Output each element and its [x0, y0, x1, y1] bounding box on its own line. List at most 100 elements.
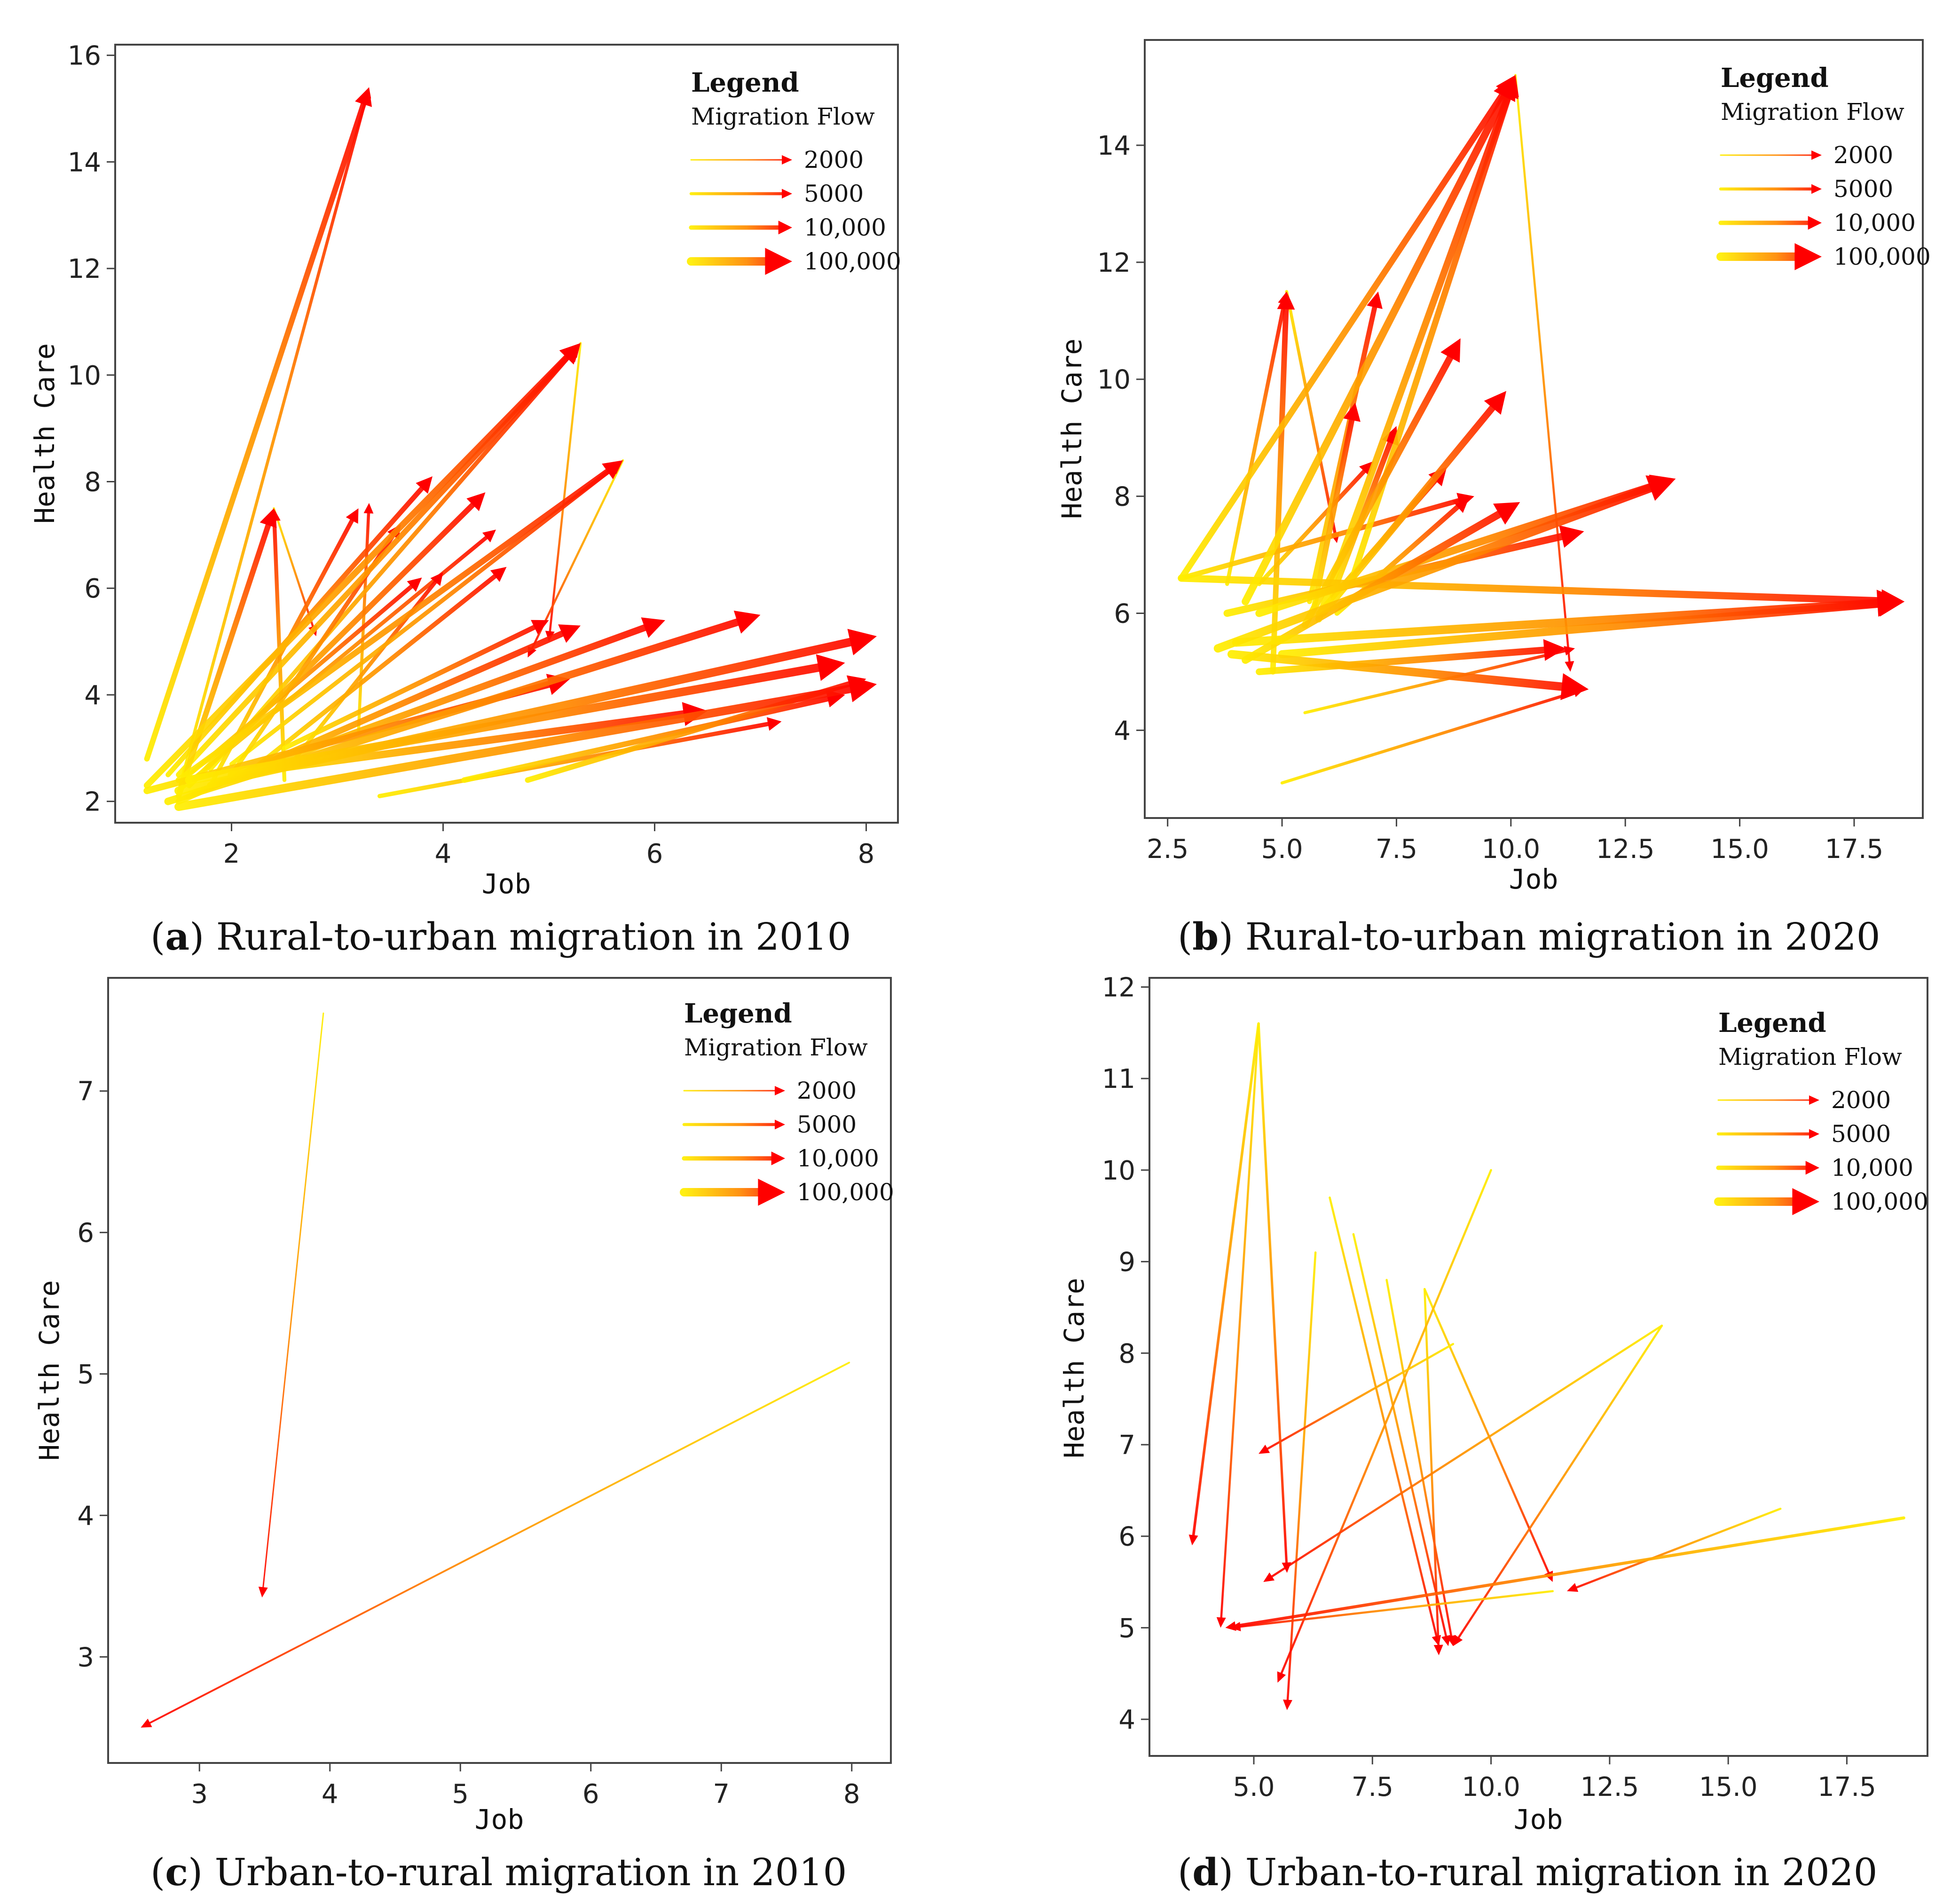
y-axis-label: Health Care	[1058, 1278, 1090, 1458]
caption-text: Urban-to-rural migration in 2020	[1233, 1850, 1877, 1894]
y-tick-label: 4	[77, 1501, 94, 1531]
y-tick-label: 4	[84, 680, 101, 711]
legend-title: Legend	[1718, 1007, 1826, 1039]
legend-value: 10,000	[1831, 1154, 1913, 1181]
y-tick-label: 10	[1097, 365, 1131, 395]
legend-value: 10,000	[797, 1145, 879, 1172]
x-tick-label: 15.0	[1710, 834, 1769, 865]
legend-subtitle: Migration Flow	[1721, 98, 1904, 126]
x-tick-label: 15.0	[1699, 1772, 1758, 1802]
flow-arrow	[1283, 1251, 1317, 1710]
y-tick-label: 8	[1114, 482, 1131, 512]
y-ticks: 4 5 6 7 8 9 10 11 12	[1102, 972, 1149, 1735]
legend-subtitle: Migration Flow	[691, 103, 875, 130]
x-tick-label: 2.5	[1147, 834, 1188, 865]
legend-value: 2000	[804, 146, 864, 173]
y-tick-label: 12	[1102, 972, 1135, 1003]
plot-frame	[1149, 977, 1928, 1757]
y-axis-label: Health Care	[33, 1280, 65, 1461]
flow-arrow	[258, 1012, 324, 1597]
legend-arrow	[682, 1151, 785, 1165]
legend-title: Legend	[1721, 63, 1829, 94]
x-tick-label: 6	[646, 839, 663, 869]
y-tick-label: 6	[77, 1218, 94, 1249]
caption-letter: b	[1192, 914, 1219, 959]
flow-arrow	[1232, 590, 1905, 647]
flow-arrow	[1424, 1288, 1443, 1655]
legend-arrow	[1714, 1188, 1819, 1215]
y-tick-label: 2	[84, 787, 101, 818]
legend-title: Legend	[691, 67, 799, 98]
caption-letter: c	[165, 1850, 188, 1894]
y-tick-label: 12	[68, 254, 101, 284]
flow-arrow	[1263, 1324, 1663, 1582]
x-tick-label: 8	[858, 839, 875, 869]
y-ticks: 3 4 5 6 7	[77, 1077, 108, 1673]
legend-arrow	[1720, 150, 1822, 160]
legend-rows: 2000 5000 10,000 100,000	[687, 146, 901, 275]
flow-arrow	[1320, 391, 1507, 617]
y-tick-label: 10	[68, 361, 101, 391]
legend-value: 100,000	[1831, 1188, 1928, 1215]
legend: Legend Migration Flow 2000 5000 10,000 100,…	[687, 67, 901, 275]
y-tick-label: 4	[1118, 1705, 1135, 1735]
x-tick-label: 4	[322, 1779, 338, 1810]
y-tick-label: 5	[1118, 1613, 1135, 1644]
x-tick-label: 17.5	[1825, 834, 1884, 865]
legend-arrow	[690, 155, 792, 165]
flow-arrow	[1311, 402, 1361, 610]
x-tick-label: 10.0	[1481, 834, 1540, 865]
x-axis-label: Job	[1509, 863, 1558, 895]
x-tick-label: 17.5	[1817, 1772, 1876, 1802]
y-tick-label: 8	[1118, 1338, 1135, 1369]
x-axis-label: Job	[475, 1803, 524, 1835]
flow-arrow	[144, 87, 372, 762]
x-ticks: 3 4 5 6 7 8	[191, 1763, 860, 1810]
flow-arrows	[1178, 74, 1905, 785]
panel-caption: (d) Urban-to-rural migration in 2020	[1178, 1850, 1878, 1894]
x-tick-label: 4	[435, 839, 452, 869]
caption-letter: a	[165, 914, 189, 959]
legend-value: 2000	[1831, 1086, 1891, 1114]
legend-arrow	[682, 1119, 785, 1130]
caption-text: Rural-to-urban migration in 2020	[1233, 915, 1880, 959]
legend-value: 100,000	[804, 248, 901, 275]
caption-text: Urban-to-rural migration in 2010	[203, 1850, 847, 1894]
x-ticks: 2.5 5.0 7.5 10.0 12.5 15.0 17.5	[1147, 818, 1883, 865]
flow-arrow	[1303, 646, 1575, 715]
legend-arrow	[1716, 1129, 1819, 1139]
flow-arrow	[1257, 1022, 1291, 1573]
flow-arrow	[185, 654, 845, 785]
flow-arrow	[1213, 475, 1676, 653]
legend-value: 100,000	[797, 1179, 894, 1206]
panel-caption: (c) Urban-to-rural migration in 2010	[150, 1850, 847, 1894]
x-tick-label: 6	[582, 1779, 599, 1810]
y-tick-label: 14	[1097, 131, 1131, 161]
flow-arrow	[1227, 650, 1589, 700]
legend-arrow	[1719, 184, 1822, 194]
legend-arrow	[1716, 1161, 1819, 1175]
legend-arrow	[1718, 216, 1822, 230]
x-tick-label: 7.5	[1376, 834, 1417, 865]
y-tick-label: 11	[1102, 1064, 1135, 1094]
x-tick-label: 7	[713, 1779, 730, 1810]
y-tick-label: 6	[1118, 1522, 1135, 1552]
legend-value: 2000	[797, 1077, 857, 1104]
y-tick-label: 9	[1118, 1247, 1135, 1278]
x-axis-label: Job	[1514, 1803, 1563, 1835]
plot-frame	[1144, 39, 1924, 819]
flow-arrow	[174, 675, 877, 811]
flow-arrow	[141, 1361, 850, 1728]
caption-letter: d	[1192, 1850, 1219, 1894]
flow-arrow	[250, 566, 507, 772]
legend-value: 5000	[797, 1111, 857, 1138]
flow-arrows	[141, 1012, 850, 1728]
flow-arrow	[1188, 1022, 1260, 1546]
y-tick-label: 6	[84, 574, 101, 604]
legend-value: 2000	[1833, 142, 1893, 169]
flow-arrow	[1277, 1169, 1492, 1683]
caption-text: Rural-to-urban migration in 2010	[204, 915, 851, 959]
legend-rows: 2000 5000 10,000 100,000	[680, 1077, 894, 1206]
legend-value: 100,000	[1833, 243, 1931, 270]
